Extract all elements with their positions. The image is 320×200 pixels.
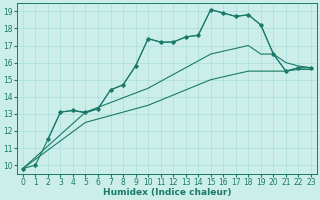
- X-axis label: Humidex (Indice chaleur): Humidex (Indice chaleur): [103, 188, 231, 197]
